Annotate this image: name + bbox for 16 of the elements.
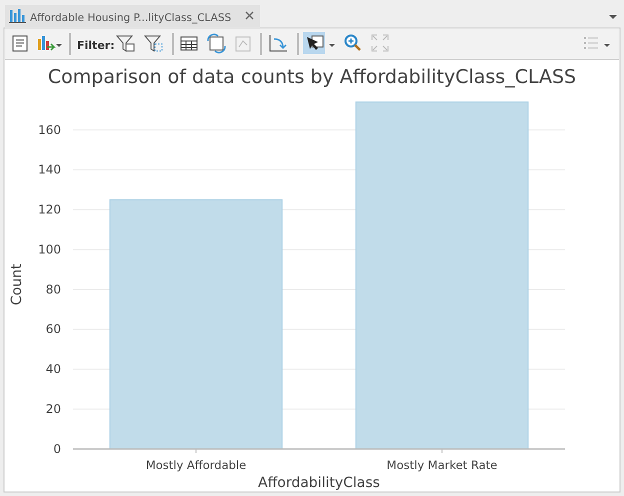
y-tick-label: 20 — [46, 402, 61, 416]
y-tick-label: 80 — [46, 282, 61, 296]
y-tick-label: 120 — [38, 202, 61, 217]
y-tick-label: 60 — [46, 322, 61, 336]
y-tick-label: 100 — [38, 242, 61, 256]
y-tick-label: 140 — [38, 162, 61, 177]
y-axis-title: Count — [9, 263, 25, 306]
text: Affordable Housing P...lityClass_CLASS — [30, 12, 232, 24]
chart-title: Comparison of data counts by AffordabilityClass_CLASS — [48, 66, 576, 88]
x-tick-label: Mostly Market Rate — [386, 458, 498, 472]
y-tick-label: 0 — [53, 442, 61, 456]
y-tick-label: 40 — [46, 362, 61, 376]
text: Filter: — [77, 39, 115, 52]
y-tick-label: 160 — [38, 122, 61, 137]
x-tick-label: Mostly Affordable — [146, 458, 246, 472]
x-axis-title: AffordabilityClass — [258, 475, 380, 491]
